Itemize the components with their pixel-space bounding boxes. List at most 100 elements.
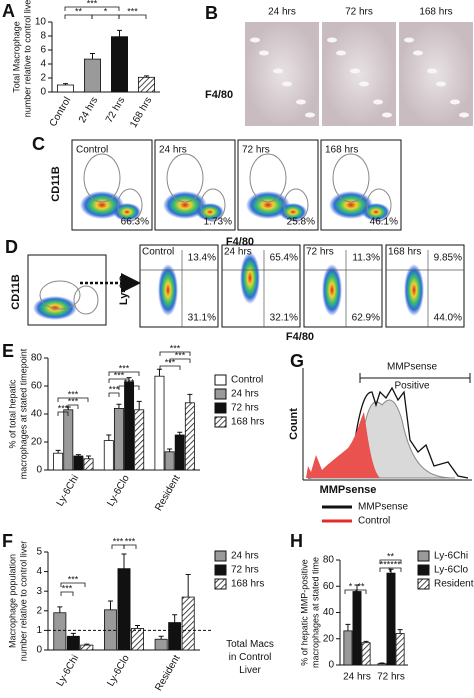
percent-label: 9.85% — [434, 253, 462, 264]
bar — [181, 596, 195, 651]
error-bar — [388, 568, 394, 574]
bar — [63, 409, 74, 471]
legend-label: Control — [358, 516, 390, 527]
significance-label: *** — [165, 357, 176, 367]
error-bar — [75, 454, 81, 456]
y-tick-label: 8 — [40, 31, 46, 42]
y-axis-label: Count — [288, 408, 300, 440]
vessel — [359, 81, 369, 87]
plot-label: Control — [76, 145, 108, 156]
y-tick-label: 40 — [31, 409, 43, 420]
bar — [134, 409, 145, 471]
bar — [84, 58, 102, 93]
bar — [343, 630, 353, 666]
flow-plot — [139, 244, 219, 328]
bar — [174, 434, 185, 471]
significance-bracket — [60, 591, 74, 596]
error-bar — [187, 393, 193, 403]
y-tick-label: 80 — [323, 555, 335, 566]
error-bar — [158, 635, 164, 640]
error-bar — [185, 574, 191, 598]
gate — [366, 188, 392, 222]
y-axis-label: Macrophage population — [7, 554, 17, 648]
legend-label: 72 hrs — [231, 403, 259, 414]
y-tick-label: 20 — [31, 437, 43, 448]
error-bar — [156, 368, 162, 377]
gate-label: Positive — [394, 381, 429, 392]
vessel — [404, 37, 414, 43]
y-tick-label: 4 — [36, 566, 42, 577]
significance-label: *** — [175, 350, 186, 360]
gate — [117, 188, 143, 222]
flow-plot — [221, 244, 301, 328]
bar — [57, 84, 75, 93]
percent-label: 46.1% — [370, 217, 398, 228]
vessel — [336, 50, 346, 56]
legend-swatch — [214, 388, 227, 400]
percent-label: 62.9% — [352, 313, 380, 324]
reference-label: Total Macs — [226, 639, 274, 650]
gate — [73, 285, 99, 315]
significance-bracket — [108, 378, 130, 383]
time-label: 168 hrs — [419, 7, 452, 18]
x-tick-label: 72 hrs — [104, 95, 127, 125]
vessel — [296, 99, 306, 105]
error-bar — [177, 431, 183, 435]
percent-label: 13.4% — [188, 253, 216, 264]
legend-label: Resident — [434, 579, 474, 590]
significance-label: *** — [58, 403, 69, 413]
y-axis-label: % of hepatic MMP-positive — [299, 559, 309, 666]
vessel — [282, 81, 292, 87]
plot-label: 24 hrs — [224, 247, 252, 258]
error-bar — [121, 553, 127, 569]
percent-label: 32.1% — [270, 313, 298, 324]
significance-bracket — [379, 559, 402, 564]
cell-cluster — [404, 264, 424, 316]
stain-label: F4/80 — [205, 89, 233, 101]
vessel — [413, 50, 423, 56]
bar — [395, 633, 405, 666]
error-bar — [135, 625, 141, 629]
error-bar — [107, 600, 113, 610]
legend-label: 72 hrs — [231, 565, 259, 576]
panel-letter: A — [2, 1, 15, 21]
significance-label: ** — [357, 581, 365, 591]
bar — [103, 440, 114, 471]
gate — [200, 188, 226, 222]
vessel — [450, 99, 460, 105]
significance-bracket — [64, 6, 120, 11]
bar — [137, 76, 155, 93]
flow-plot — [303, 244, 383, 328]
time-label: 24 hrs — [268, 7, 296, 18]
plot-label: 72 hrs — [306, 247, 334, 258]
error-bar — [167, 448, 173, 452]
cell-cluster — [33, 296, 77, 320]
y-axis-label: macrophages at stated timepoint — [18, 348, 28, 479]
y-tick-label: 1 — [36, 625, 42, 636]
significance-label: *** — [390, 559, 401, 569]
legend-label: 168 hrs — [231, 579, 264, 590]
y-tick-label: 2 — [36, 605, 42, 616]
significance-label: *** — [114, 370, 125, 380]
vessel — [350, 68, 360, 74]
cell-cluster — [362, 203, 390, 221]
percent-label: 66.3% — [121, 217, 149, 228]
significance-bracket — [108, 371, 140, 376]
significance-label: *** — [68, 396, 79, 406]
plot-label: 168 hrs — [325, 145, 358, 156]
legend-swatch — [214, 564, 227, 576]
cell-cluster — [113, 203, 141, 221]
bar — [184, 402, 195, 471]
bar — [386, 572, 396, 666]
y-axis-label: number relative to control liver — [22, 0, 32, 117]
vessel — [436, 81, 446, 87]
y-axis-label: CD11B — [10, 274, 22, 310]
x-tick-label: 168 hrs — [128, 95, 154, 129]
vessel — [327, 37, 337, 43]
significance-label: * — [349, 581, 353, 591]
y-tick-label: 40 — [323, 607, 335, 618]
x-tick-label: Resident — [153, 653, 182, 693]
y-tick-label: 0 — [36, 465, 42, 476]
y-axis-label: % of total hepatic — [7, 379, 17, 449]
error-bar — [172, 614, 178, 623]
